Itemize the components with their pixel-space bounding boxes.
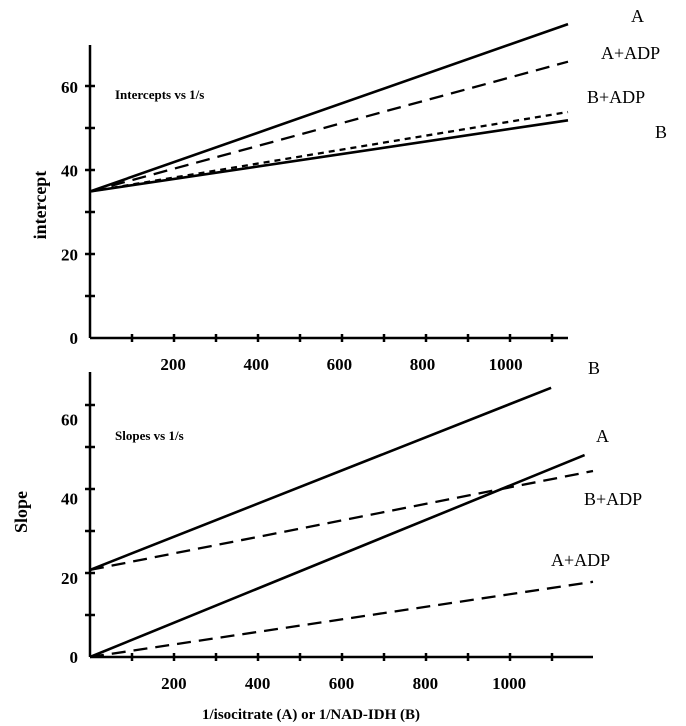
x-tick-label: 600 [329, 674, 355, 693]
panel-title: Intercepts vs 1/s [115, 87, 204, 102]
x-tick-label: 200 [161, 674, 187, 693]
x-tick-label: 600 [327, 355, 353, 374]
chart-panel-1: 0 20 40 60 200 400 600 800 1000 Intercepts vs 1/s… [30, 6, 667, 374]
series-label: A+ADP [601, 43, 660, 63]
x-tick-label: 400 [244, 355, 270, 374]
series-line-b-adp [89, 469, 594, 572]
series-label: A+ADP [551, 550, 610, 570]
x-tick-label: 1000 [492, 674, 526, 693]
y-tick-label: 60 [61, 78, 78, 97]
chart-panel-2: 0 20 40 60 200 400 600 800 1000 Slopes vs 1/s Slop… [11, 358, 642, 723]
series-line-b [89, 386, 552, 572]
x-axis-title: 1/isocitrate (A) or 1/NAD-IDH (B) [202, 707, 420, 723]
x-tick-label: 800 [410, 355, 436, 374]
x-tick-label: 200 [160, 355, 186, 374]
y-tick-label: 40 [61, 162, 78, 181]
y-tick-label: 60 [61, 411, 78, 430]
y-axis-title: Slope [11, 491, 31, 533]
x-tick-label: 400 [245, 674, 271, 693]
x-tick-label: 1000 [489, 355, 523, 374]
series-line-b-adp [89, 110, 569, 193]
y-axis-title: intercept [30, 171, 50, 240]
series-label: B [588, 358, 600, 378]
series-line-a-adp [89, 580, 594, 659]
series-line-b [89, 119, 569, 193]
y-tick-label: 20 [61, 569, 78, 588]
series-label: B [655, 122, 667, 142]
y-tick-label: 40 [61, 490, 78, 509]
y-tick-label: 20 [61, 245, 78, 264]
series-label: A [596, 426, 609, 446]
panel-title: Slopes vs 1/s [115, 428, 184, 443]
series-label: B+ADP [587, 87, 645, 107]
x-tick-label: 800 [413, 674, 439, 693]
y-tick-label: 0 [70, 329, 79, 348]
series-label: A [631, 6, 644, 26]
series-line-a-adp [89, 60, 569, 193]
y-tick-label: 0 [70, 648, 79, 667]
series-line-a [89, 22, 569, 193]
series-label: B+ADP [584, 489, 642, 509]
